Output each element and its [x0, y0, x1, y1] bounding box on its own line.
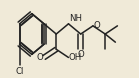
Text: OH: OH: [69, 53, 82, 62]
Text: O: O: [77, 50, 84, 59]
Text: O: O: [93, 21, 100, 30]
Text: O: O: [37, 53, 44, 62]
Text: NH: NH: [69, 14, 82, 23]
Text: Cl: Cl: [15, 67, 24, 76]
